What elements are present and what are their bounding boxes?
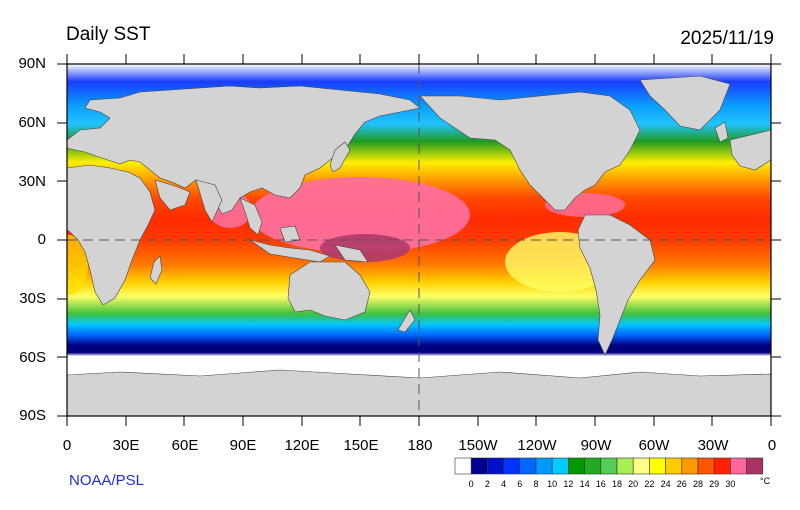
land-south-america bbox=[577, 214, 656, 356]
land-japan bbox=[329, 141, 351, 173]
land-eurasia bbox=[67, 85, 421, 215]
land-africa bbox=[67, 164, 156, 306]
colorbar-swatch bbox=[746, 457, 764, 475]
lon-label-120e: 120E bbox=[284, 437, 320, 454]
colorbar-tick-label: 18 bbox=[611, 479, 622, 489]
lon-label-90e: 90E bbox=[229, 437, 257, 454]
colorbar-swatch bbox=[568, 457, 585, 475]
colorbar-tick-label: 4 bbox=[501, 479, 507, 489]
lon-label-150w: 150W bbox=[458, 437, 498, 454]
colorbar-swatch bbox=[697, 457, 715, 475]
colorbar-tick-label: 24 bbox=[660, 479, 671, 489]
colorbar-tick-label: 26 bbox=[676, 479, 687, 489]
colorbar-tick-label: 8 bbox=[533, 479, 539, 489]
lon-label-60e: 60E bbox=[171, 437, 199, 454]
colorbar-swatch bbox=[632, 457, 650, 475]
lon-label-30w: 30W bbox=[697, 437, 729, 454]
colorbar-swatch bbox=[535, 457, 553, 475]
colorbar-swatch bbox=[665, 457, 683, 475]
land-new-zealand bbox=[397, 309, 416, 333]
colorbar-tick-label: 12 bbox=[563, 479, 574, 489]
colorbar-swatch bbox=[713, 457, 731, 475]
land-madagascar bbox=[149, 255, 163, 285]
lat-label-90n: 90N bbox=[18, 55, 46, 72]
colorbar-swatch bbox=[600, 457, 618, 475]
land-indonesia bbox=[249, 239, 331, 263]
lon-label-0: 0 bbox=[62, 437, 72, 454]
lon-label-150e: 150E bbox=[343, 437, 379, 454]
colorbar bbox=[454, 457, 764, 475]
colorbar-swatch bbox=[519, 457, 537, 475]
lon-ticks bbox=[66, 54, 772, 426]
land-uk bbox=[714, 121, 729, 143]
land-se-asia bbox=[239, 197, 263, 236]
colorbar-swatch bbox=[503, 457, 521, 475]
lon-label-120w: 120W bbox=[517, 437, 557, 454]
colorbar-tick-label: 20 bbox=[628, 479, 639, 489]
colorbar-tick-label: 10 bbox=[547, 479, 558, 489]
colorbar-tick-label: 6 bbox=[517, 479, 523, 489]
land-arabia bbox=[154, 179, 191, 211]
lat-label-60s: 60S bbox=[19, 349, 46, 366]
cool-tongue-benguela bbox=[67, 235, 88, 295]
colorbar-swatch bbox=[551, 457, 569, 475]
land-west-europe bbox=[729, 129, 771, 171]
colorbar-tick-label: 2 bbox=[484, 479, 490, 489]
colorbar-swatch bbox=[681, 457, 699, 475]
warm-pool-west-pacific bbox=[250, 177, 470, 253]
map-title: Daily SST bbox=[66, 24, 151, 45]
colorbar-tick-label: 14 bbox=[579, 479, 590, 489]
colorbar-swatch bbox=[470, 457, 488, 475]
land-north-america bbox=[419, 91, 641, 211]
lon-label-60w: 60W bbox=[638, 437, 670, 454]
colorbar-tick-label: 0 bbox=[468, 479, 474, 489]
lat-label-30s: 30S bbox=[19, 290, 46, 307]
land-india bbox=[195, 179, 223, 223]
land-new-guinea bbox=[334, 244, 369, 263]
land-greenland bbox=[639, 75, 731, 131]
colorbar-swatch bbox=[487, 457, 504, 475]
colorbar-tick-label: 28 bbox=[692, 479, 703, 489]
lat-ticks bbox=[57, 63, 781, 417]
colorbar-unit: °C bbox=[760, 476, 771, 486]
map-date: 2025/11/19 bbox=[680, 28, 774, 49]
colorbar-tick-label: 30 bbox=[725, 479, 736, 489]
lon-label-180: 180 bbox=[407, 437, 433, 454]
lon-label-30e: 30E bbox=[112, 437, 140, 454]
lat-label-90s: 90S bbox=[19, 407, 46, 424]
lon-label-0-east: 0 bbox=[767, 437, 777, 454]
colorbar-tick-label: 22 bbox=[644, 479, 655, 489]
lon-label-90w: 90W bbox=[580, 437, 612, 454]
lat-label-60n: 60N bbox=[18, 114, 46, 131]
lat-label-0: 0 bbox=[37, 231, 46, 248]
colorbar-swatch bbox=[649, 457, 666, 475]
colorbar-swatch bbox=[584, 457, 602, 475]
colorbar-tick-label: 16 bbox=[595, 479, 606, 489]
colorbar-tick-label: 29 bbox=[709, 479, 720, 489]
land-australia bbox=[287, 261, 371, 321]
land bbox=[67, 75, 771, 416]
colorbar-swatch bbox=[454, 457, 472, 475]
lat-label-30n: 30N bbox=[18, 173, 46, 190]
credit-label: NOAA/PSL bbox=[69, 472, 145, 489]
colorbar-swatch bbox=[730, 457, 747, 475]
colorbar-swatch bbox=[616, 457, 634, 475]
